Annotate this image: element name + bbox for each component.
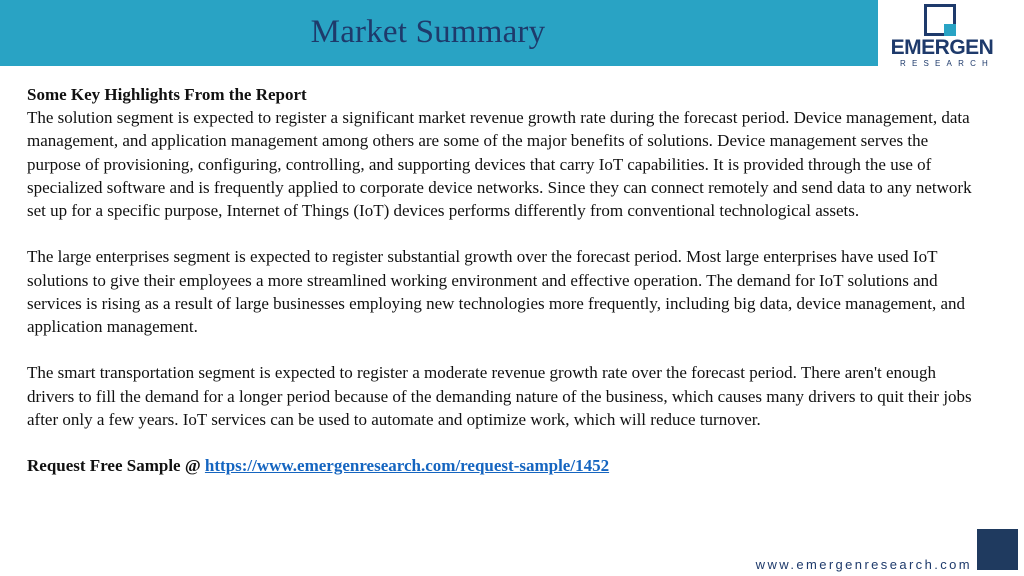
logo-word: EMERGEN <box>890 36 994 59</box>
report-highlights: Some Key Highlights From the Report The … <box>27 83 982 501</box>
logo-square-icon <box>924 4 956 36</box>
header-band <box>0 0 878 66</box>
corner-square <box>977 529 1018 570</box>
request-sample-link[interactable]: https://www.emergenresearch.com/request-… <box>204 456 610 476</box>
paragraph-smart-transportation: The smart transportation segment is expe… <box>27 363 972 429</box>
paragraph-large-enterprises: The large enterprises segment is expecte… <box>27 247 966 337</box>
request-sample-line: Request Free Sample @ https://www.emerge… <box>27 454 982 477</box>
footer-website: www.emergenresearch.com <box>755 557 972 572</box>
page-title: Market Summary <box>310 14 546 50</box>
emergen-research-logo: EMERGEN RESEARCH <box>882 0 1024 74</box>
logo-subtitle: RESEARCH <box>899 59 995 68</box>
paragraph-solution-segment: The solution segment is expected to regi… <box>27 108 972 221</box>
section-heading: Some Key Highlights From the Report <box>27 85 307 104</box>
request-sample-label: Request Free Sample @ <box>27 456 205 476</box>
highlight-block-1: Some Key Highlights From the Report The … <box>27 83 982 222</box>
